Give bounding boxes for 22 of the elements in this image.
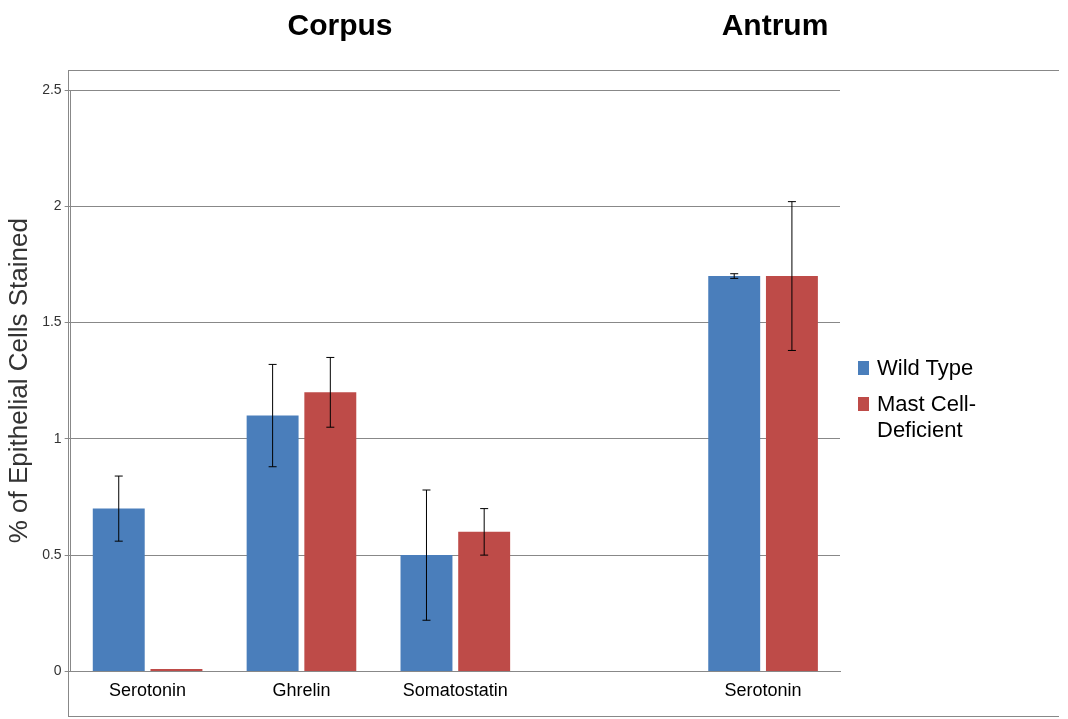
bar [765, 276, 818, 671]
legend-label: Wild Type [877, 355, 974, 381]
y-tick-label: 0.5 [42, 545, 62, 562]
legend-label: Mast Cell-Deficient [877, 391, 977, 443]
x-tick-label: Ghrelin [272, 680, 331, 701]
bar [458, 531, 511, 671]
x-tick-label: Serotonin [109, 680, 187, 701]
bar [304, 392, 357, 671]
bar [708, 276, 761, 671]
y-tick-label: 2 [53, 197, 62, 214]
y-axis-title: % of Epithelial Cells Stained [2, 218, 33, 544]
x-tick-label: Serotonin [724, 680, 802, 701]
y-tick-label: 0 [53, 662, 62, 679]
bar [92, 508, 145, 671]
text: Corpus [287, 8, 393, 42]
bar [246, 415, 299, 671]
text: Antrum [721, 8, 829, 42]
y-tick-label: 1 [53, 429, 62, 446]
y-tick-label: 2.5 [42, 80, 62, 97]
bar [400, 555, 453, 671]
x-tick-label: Somatostatin [402, 680, 508, 701]
y-tick-label: 1.5 [42, 313, 62, 330]
